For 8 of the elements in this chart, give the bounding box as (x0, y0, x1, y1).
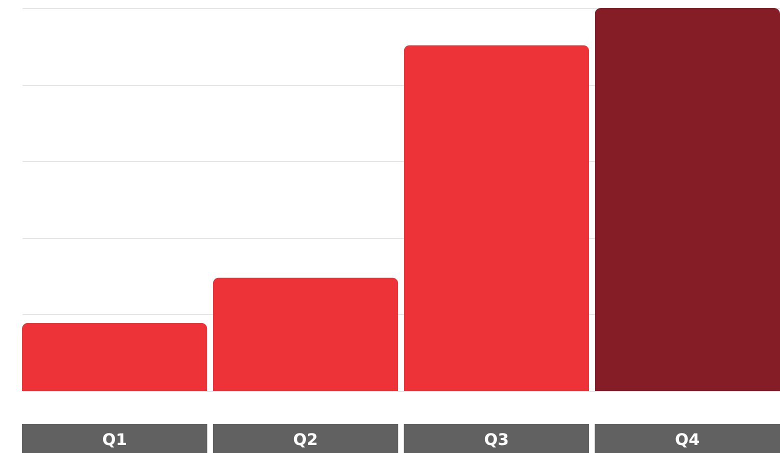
bar (594, 8, 780, 391)
bar (212, 278, 398, 391)
x-tick-label: Q1 (102, 430, 127, 449)
x-tick-label: Q2 (293, 430, 318, 449)
x-tick-label: Q3 (484, 430, 509, 449)
x-tick-label: Q4 (675, 430, 700, 449)
bar (22, 322, 208, 391)
bar (404, 45, 590, 391)
